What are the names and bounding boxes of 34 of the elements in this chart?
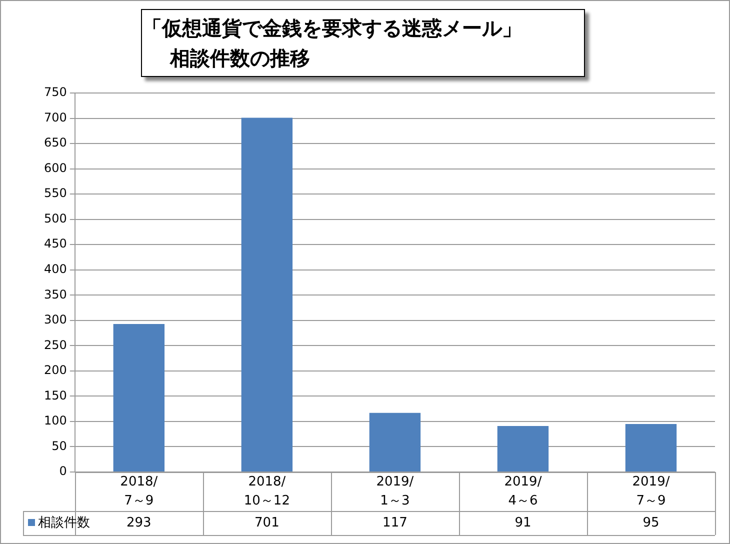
y-tick-label: 700 (44, 110, 67, 124)
y-tick-label: 600 (44, 160, 67, 175)
x-tick-label: 2019/ 1～3 (376, 474, 414, 508)
y-tick-label: 300 (44, 312, 67, 327)
y-tick-label: 350 (44, 287, 67, 302)
chart-subtitle: 相談件数の推移 (168, 45, 311, 72)
bar (369, 412, 421, 472)
y-tick-label: 650 (44, 136, 67, 150)
x-tick-label: 2019/ 7～9 (632, 474, 670, 508)
y-tick-label: 200 (44, 363, 67, 378)
y-tick-label: 450 (44, 236, 67, 251)
data-label: 117 (382, 515, 408, 530)
y-tick-label: 550 (44, 186, 67, 200)
chart-title: 「仮想通貨で金銭を要求する迷惑メール」 (142, 15, 523, 42)
bar (113, 324, 165, 472)
legend-label: 相談件数 (38, 515, 90, 530)
bar (625, 424, 677, 472)
data-label: 293 (126, 515, 152, 530)
y-tick-label: 500 (44, 211, 67, 226)
y-tick-label: 0 (59, 464, 67, 478)
data-label: 95 (642, 515, 660, 530)
bar (497, 426, 549, 472)
x-tick-label: 2019/ 4～6 (504, 474, 542, 508)
y-tick-label: 250 (44, 338, 67, 352)
data-label: 91 (514, 515, 532, 530)
y-tick-label: 750 (44, 85, 67, 100)
x-tick-label: 2018/ 10～12 (244, 474, 290, 508)
y-tick-label: 150 (44, 388, 67, 402)
bar (241, 118, 293, 472)
y-tick-label: 50 (52, 438, 67, 453)
y-tick-label: 400 (44, 262, 67, 276)
x-tick-label: 2018/ 7～9 (120, 474, 158, 508)
y-tick-label: 100 (44, 414, 67, 428)
data-label: 701 (254, 515, 280, 530)
